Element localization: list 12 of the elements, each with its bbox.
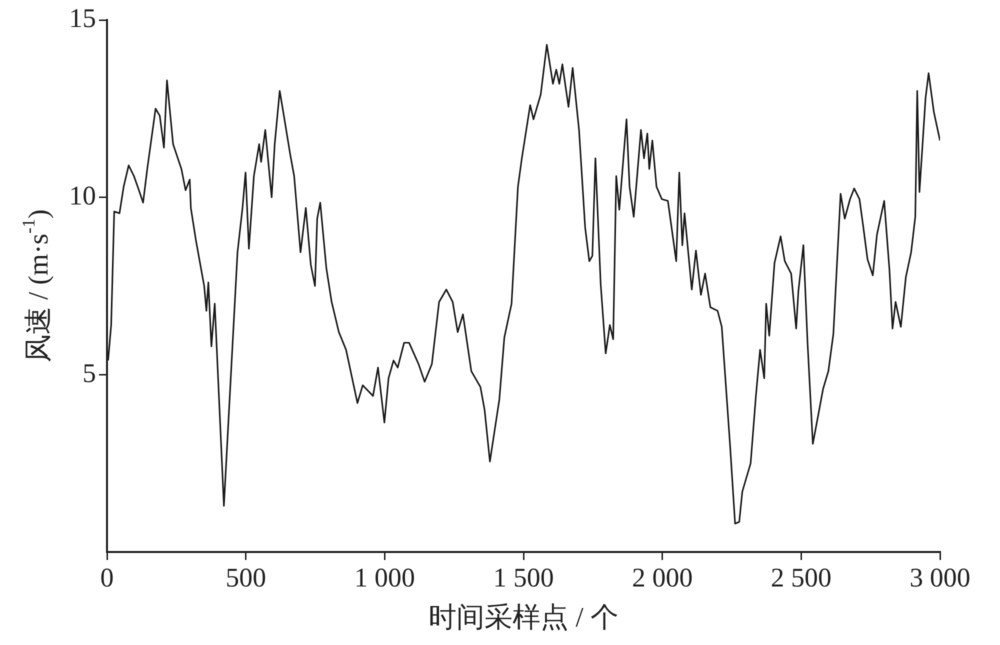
x-tick-label: 3 000 — [910, 562, 970, 592]
y-tick-label: 10 — [69, 180, 96, 210]
y-tick-label: 15 — [69, 3, 96, 34]
x-axis-title: 时间采样点 / 个 — [428, 602, 618, 634]
y-axis-title: 风速 / (m·s-1) — [18, 209, 54, 363]
x-tick-label: 500 — [226, 562, 266, 592]
x-tick-label: 1 000 — [354, 562, 416, 592]
x-tick-label: 2 000 — [632, 562, 693, 592]
x-tick-label: 2 500 — [770, 562, 832, 592]
x-tick-label: 1 500 — [493, 562, 554, 592]
y-tick-label: 5 — [82, 358, 96, 388]
x-tick-label: 0 — [100, 562, 114, 592]
